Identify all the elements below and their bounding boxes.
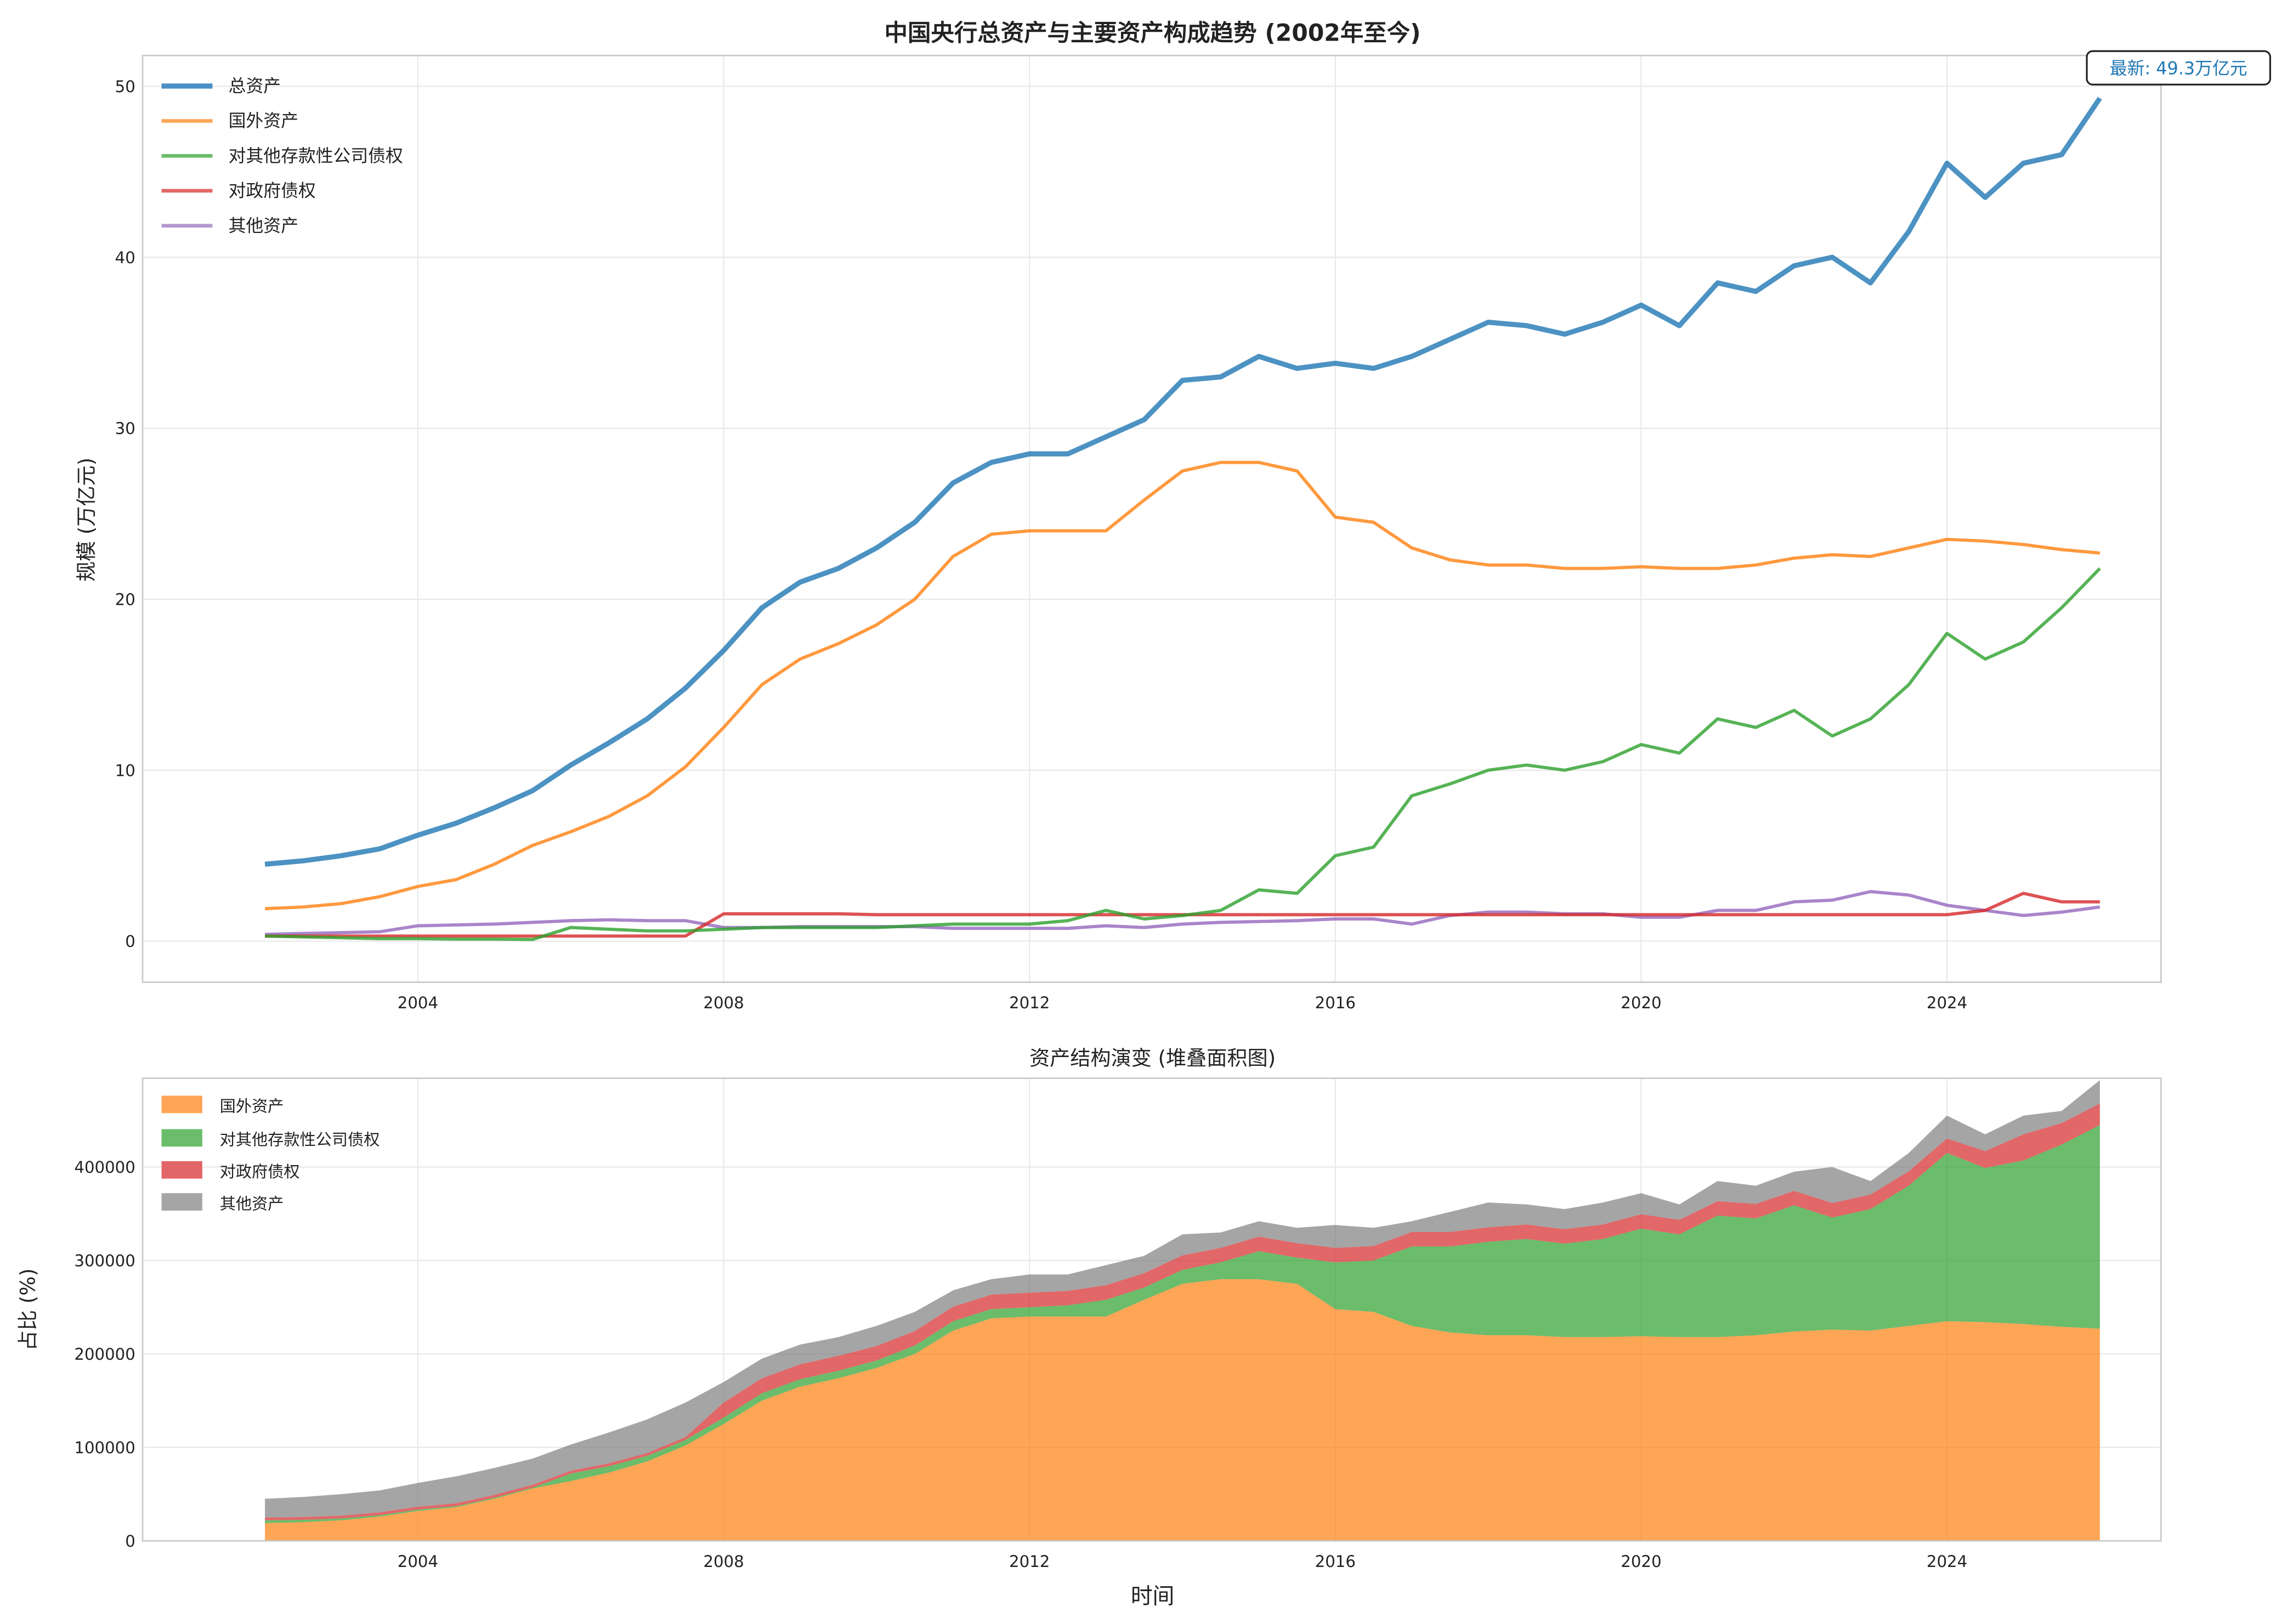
claims-on-banks-area — [265, 1125, 2100, 1523]
top-y-axis-label: 规模 (万亿元) — [75, 457, 98, 581]
x-tick-label: 2016 — [1315, 1552, 1356, 1571]
y-tick-label: 30 — [115, 419, 135, 438]
x-tick-label: 2016 — [1315, 993, 1356, 1012]
x-tick-label: 2012 — [1009, 1552, 1050, 1571]
top-plot-area — [264, 96, 2102, 941]
x-tick-label: 2008 — [703, 993, 744, 1012]
legend-label: 对政府债权 — [220, 1162, 300, 1181]
bottom-y-axis: 0 100000 200000 300000 400000 — [74, 1158, 135, 1551]
bottom-axes-frame — [141, 1077, 2162, 1542]
x-axis-label: 时间 — [1131, 1583, 1175, 1609]
foreign-assets-area — [265, 1279, 2100, 1541]
bottom-x-axis: 2004 2008 2012 2016 2020 2024 — [398, 1552, 1967, 1571]
bottom-y-axis-label: 占比 (%) — [16, 1268, 40, 1350]
legend-item-foreign-assets: 国外资产 — [161, 1095, 284, 1116]
top-axes-frame — [141, 54, 2162, 983]
top-y-axis: 0 10 20 30 40 50 — [115, 77, 135, 951]
latest-value-text: 最新: 49.3万亿元 — [2110, 58, 2247, 79]
y-tick-label: 0 — [125, 1532, 135, 1551]
legend-label: 对其他存款性公司债权 — [220, 1131, 380, 1149]
legend-label: 总资产 — [229, 76, 281, 96]
legend-label: 其他资产 — [229, 215, 298, 236]
x-tick-label: 2008 — [703, 1552, 744, 1571]
latest-value-annotation: 最新: 49.3万亿元 — [2086, 50, 2271, 86]
x-tick-label: 2020 — [1621, 993, 1661, 1012]
y-tick-label: 10 — [115, 761, 135, 780]
legend-item-claims-on-banks: 对其他存款性公司债权 — [161, 145, 403, 166]
y-tick-label: 50 — [115, 77, 135, 96]
legend-item-other-assets: 其他资产 — [161, 1193, 284, 1213]
y-tick-label: 300000 — [74, 1252, 135, 1270]
claims-on-banks-line — [265, 567, 2101, 941]
top-legend: 总资产 国外资产 对其他存款性公司债权 对政府债权 其他资产 — [161, 76, 403, 236]
x-tick-label: 2012 — [1009, 993, 1050, 1012]
x-tick-label: 2004 — [398, 993, 438, 1012]
foreign-assets-line — [264, 461, 2101, 911]
legend-label: 国外资产 — [229, 110, 298, 131]
legend-item-other-assets: 其他资产 — [161, 215, 298, 236]
x-tick-label: 2004 — [398, 1552, 438, 1571]
legend-item-claims-on-government: 对政府债权 — [161, 1161, 300, 1181]
x-tick-label: 2024 — [1927, 993, 1967, 1012]
legend-label: 对其他存款性公司债权 — [229, 145, 403, 166]
top-x-axis: 2004 2008 2012 2016 2020 2024 — [398, 993, 1967, 1012]
x-tick-label: 2024 — [1927, 1552, 1967, 1571]
y-tick-label: 200000 — [74, 1345, 135, 1364]
other-assets-line — [265, 890, 2101, 936]
y-tick-label: 0 — [125, 932, 135, 951]
legend-item-foreign-assets: 国外资产 — [161, 110, 298, 131]
legend-item-claims-on-government: 对政府债权 — [161, 180, 316, 201]
y-tick-label: 400000 — [74, 1158, 135, 1177]
y-tick-label: 20 — [115, 590, 135, 609]
bottom-legend: 国外资产 对其他存款性公司债权 对政府债权 其他资产 — [161, 1095, 380, 1213]
y-tick-label: 100000 — [74, 1439, 135, 1457]
legend-label: 对政府债权 — [229, 180, 316, 201]
chart-title: 中国央行总资产与主要资产构成趋势 (2002年至今) — [885, 20, 1421, 47]
y-tick-label: 40 — [115, 248, 135, 267]
legend-label: 其他资产 — [220, 1194, 284, 1213]
legend-label: 国外资产 — [220, 1097, 284, 1116]
legend-item-claims-on-banks: 对其他存款性公司债权 — [161, 1129, 380, 1149]
total-assets-line — [264, 96, 2102, 867]
claims-on-government-area — [265, 1103, 2100, 1520]
legend-item-total-assets: 总资产 — [161, 76, 281, 96]
bottom-plot-area — [265, 1080, 2100, 1541]
x-tick-label: 2020 — [1621, 1552, 1661, 1571]
stacked-chart-title: 资产结构演变 (堆叠面积图) — [1029, 1047, 1276, 1070]
